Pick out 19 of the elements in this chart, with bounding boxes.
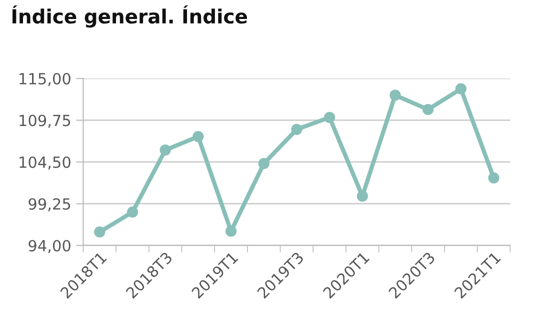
point <box>126 206 138 218</box>
point <box>455 83 466 94</box>
point <box>390 90 401 101</box>
point <box>422 104 434 116</box>
y-tick-label: 104,50 <box>20 156 70 170</box>
point <box>258 158 270 170</box>
point <box>192 130 204 142</box>
point <box>94 226 106 238</box>
point <box>324 112 336 124</box>
y-tick-label: 99,25 <box>28 198 70 212</box>
point <box>291 124 302 135</box>
point <box>488 172 500 184</box>
point <box>356 190 368 202</box>
chart-title: Índice general. Índice <box>12 5 247 28</box>
point <box>160 144 171 156</box>
y-tick-label: 115,00 <box>20 72 70 86</box>
y-tick-label: 94,00 <box>28 240 70 254</box>
point <box>225 226 237 237</box>
y-tick-label: 109,75 <box>20 114 70 128</box>
